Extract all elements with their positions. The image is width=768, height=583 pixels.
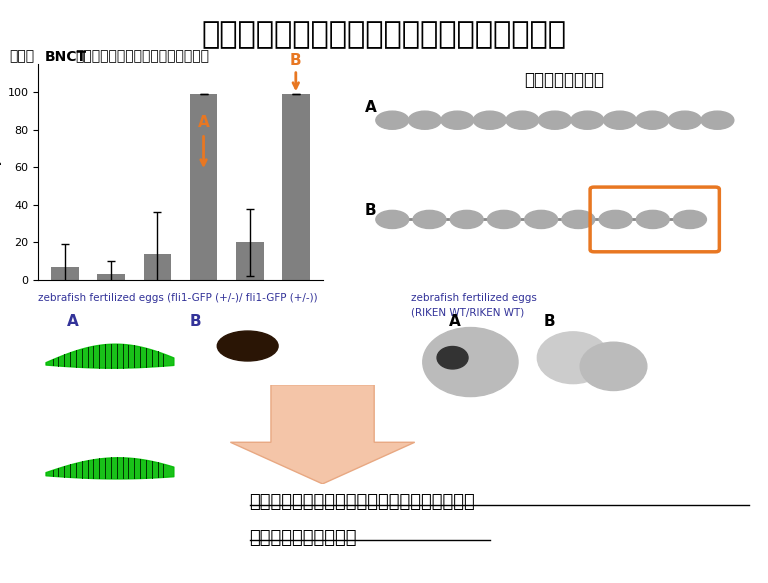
Circle shape bbox=[637, 210, 669, 229]
Circle shape bbox=[437, 346, 468, 369]
Text: zebrafish fertilized eggs: zebrafish fertilized eggs bbox=[411, 293, 537, 303]
Text: 候補化合物の側鎖: 候補化合物の側鎖 bbox=[525, 71, 604, 89]
Bar bbox=[98, 274, 125, 280]
Polygon shape bbox=[230, 385, 415, 484]
Text: zebrafish fertilized eggs (fli1-GFP (+/-)/ fli1-GFP (+/-)): zebrafish fertilized eggs (fli1-GFP (+/-… bbox=[38, 293, 318, 303]
Circle shape bbox=[571, 111, 604, 129]
Text: B: B bbox=[543, 314, 555, 329]
Circle shape bbox=[538, 111, 571, 129]
Circle shape bbox=[488, 210, 521, 229]
Circle shape bbox=[217, 331, 278, 361]
Circle shape bbox=[473, 111, 506, 129]
Circle shape bbox=[525, 210, 558, 229]
Bar bbox=[282, 94, 310, 280]
Bar bbox=[236, 243, 263, 280]
Circle shape bbox=[450, 210, 483, 229]
Text: 効率化のためのホウ素化合物の評価: 効率化のためのホウ素化合物の評価 bbox=[75, 50, 209, 64]
Circle shape bbox=[506, 111, 539, 129]
Text: A: A bbox=[67, 314, 79, 329]
Text: (RIKEN WT/RIKEN WT): (RIKEN WT/RIKEN WT) bbox=[411, 308, 524, 318]
Circle shape bbox=[376, 210, 409, 229]
Text: B: B bbox=[365, 203, 376, 218]
Circle shape bbox=[674, 210, 707, 229]
Text: わずかな炭素鎖数の違いで劇的に毒性が変化。: わずかな炭素鎖数の違いで劇的に毒性が変化。 bbox=[250, 493, 475, 511]
Circle shape bbox=[409, 111, 442, 129]
Circle shape bbox=[604, 111, 637, 129]
Circle shape bbox=[376, 111, 409, 129]
Circle shape bbox=[599, 210, 632, 229]
Circle shape bbox=[413, 210, 446, 229]
Circle shape bbox=[422, 328, 518, 396]
Text: B: B bbox=[190, 314, 202, 329]
Circle shape bbox=[701, 111, 734, 129]
Text: A: A bbox=[449, 314, 461, 329]
Bar bbox=[144, 254, 171, 280]
Circle shape bbox=[636, 111, 669, 129]
Y-axis label: Mortality (%): Mortality (%) bbox=[0, 131, 2, 213]
Text: ゼブラフィッシュを用いた医薬品候補の評価: ゼブラフィッシュを用いた医薬品候補の評価 bbox=[201, 20, 567, 50]
Text: BNCT: BNCT bbox=[45, 50, 87, 64]
Circle shape bbox=[580, 342, 647, 391]
Text: A: A bbox=[197, 115, 210, 130]
Circle shape bbox=[562, 210, 594, 229]
Text: 簡易毒性評価に有用。: 簡易毒性評価に有用。 bbox=[250, 529, 357, 547]
Text: B: B bbox=[290, 53, 302, 68]
Text: 新たな: 新たな bbox=[9, 50, 35, 64]
Circle shape bbox=[441, 111, 474, 129]
Circle shape bbox=[668, 111, 701, 129]
Bar bbox=[190, 94, 217, 280]
Text: A: A bbox=[365, 100, 376, 115]
Bar bbox=[51, 266, 79, 280]
Circle shape bbox=[538, 332, 609, 384]
